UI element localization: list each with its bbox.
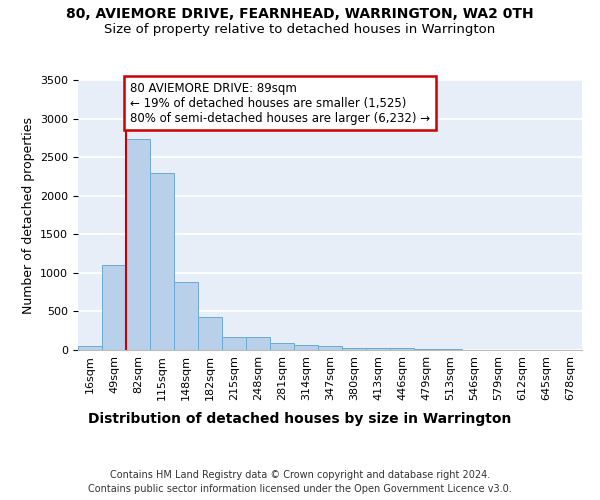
Bar [246,338,270,350]
Bar [294,346,318,350]
Bar [366,348,390,350]
Y-axis label: Number of detached properties: Number of detached properties [22,116,35,314]
Bar [78,346,102,350]
Bar [270,342,294,350]
Text: Distribution of detached houses by size in Warrington: Distribution of detached houses by size … [88,412,512,426]
Bar [126,140,150,350]
Bar [174,282,198,350]
Text: 80, AVIEMORE DRIVE, FEARNHEAD, WARRINGTON, WA2 0TH: 80, AVIEMORE DRIVE, FEARNHEAD, WARRINGTO… [66,8,534,22]
Bar [390,348,414,350]
Text: Size of property relative to detached houses in Warrington: Size of property relative to detached ho… [104,22,496,36]
Bar [438,349,462,350]
Bar [414,349,438,350]
Bar [222,337,246,350]
Bar [102,265,126,350]
Bar [342,348,366,350]
Text: Contains HM Land Registry data © Crown copyright and database right 2024.
Contai: Contains HM Land Registry data © Crown c… [88,470,512,494]
Bar [198,317,222,350]
Bar [150,174,174,350]
Text: 80 AVIEMORE DRIVE: 89sqm
← 19% of detached houses are smaller (1,525)
80% of sem: 80 AVIEMORE DRIVE: 89sqm ← 19% of detach… [130,82,430,124]
Bar [318,346,342,350]
